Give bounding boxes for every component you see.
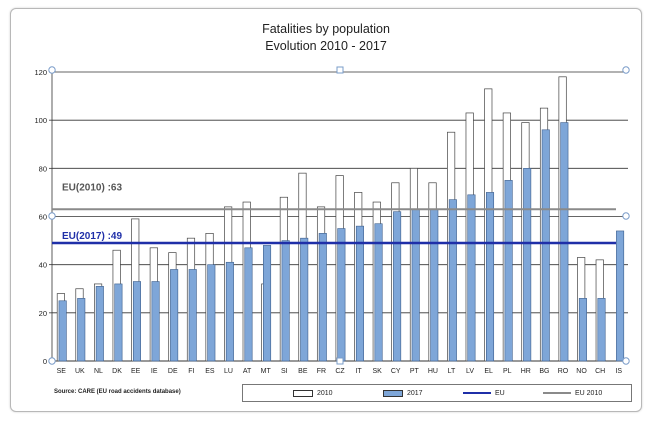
- x-tick-label-PL: PL: [503, 368, 512, 375]
- x-tick-label-SK: SK: [372, 368, 382, 375]
- bar-2017-PT: [411, 208, 420, 362]
- bar-2017-LU: [225, 261, 234, 362]
- selection-handle-0: [48, 66, 56, 74]
- x-tick-label-BG: BG: [539, 368, 549, 375]
- x-tick-label-FR: FR: [317, 368, 326, 375]
- x-tick-label-NL: NL: [94, 368, 103, 375]
- y-tick-label-100: 100: [34, 116, 47, 125]
- bar-2017-HU: [430, 208, 439, 362]
- bar-2017-EL: [486, 192, 495, 362]
- bar-2017-HR: [523, 168, 532, 362]
- selection-handle-3: [48, 212, 56, 220]
- x-tick-label-CZ: CZ: [335, 368, 345, 375]
- x-tick-label-MT: MT: [261, 368, 272, 375]
- x-tick-label-SI: SI: [281, 368, 288, 375]
- legend-item-2017: 2017: [383, 388, 423, 398]
- legend-item-eu: EU: [463, 388, 505, 398]
- bar-2017-PL: [504, 180, 513, 362]
- selection-handle-7: [622, 357, 630, 365]
- x-tick-label-LT: LT: [448, 368, 456, 375]
- bar-2017-CH: [597, 298, 606, 362]
- x-tick-label-HU: HU: [428, 368, 438, 375]
- selection-handle-1: [336, 66, 344, 74]
- x-tick-label-RO: RO: [558, 368, 569, 375]
- x-tick-label-BE: BE: [298, 368, 308, 375]
- bar-2017-NO: [578, 298, 587, 362]
- bar-2017-BE: [300, 237, 309, 362]
- legend-line-eu-2010: [543, 392, 571, 394]
- legend-swatch-2017: [383, 389, 403, 397]
- legend-item-eu-2010: EU 2010: [543, 388, 602, 398]
- bar-2017-CY: [393, 211, 402, 362]
- bar-2017-SI: [281, 240, 290, 362]
- x-tick-label-ES: ES: [205, 368, 215, 375]
- x-tick-label-HR: HR: [521, 368, 531, 375]
- bar-2017-FI: [188, 269, 197, 362]
- x-tick-label-IS: IS: [615, 368, 622, 375]
- x-tick-label-DK: DK: [112, 368, 122, 375]
- selection-handle-5: [48, 357, 56, 365]
- y-tick-label-120: 120: [34, 68, 47, 77]
- y-tick-label-80: 80: [39, 164, 47, 173]
- bar-2017-FR: [318, 233, 327, 362]
- bar-2017-IE: [151, 281, 160, 362]
- x-tick-label-LU: LU: [224, 368, 233, 375]
- x-tick-label-LV: LV: [466, 368, 474, 375]
- y-tick-label-60: 60: [39, 213, 47, 222]
- x-tick-label-PT: PT: [410, 368, 420, 375]
- bar-2017-LT: [448, 199, 457, 362]
- selection-handle-6: [336, 357, 344, 365]
- reference-label-eu: EU(2017) :49: [62, 231, 122, 242]
- bar-2017-EE: [132, 281, 142, 362]
- selection-handle-2: [622, 66, 630, 74]
- x-tick-label-SE: SE: [57, 368, 67, 375]
- legend-line-eu: [463, 392, 491, 394]
- x-tick-label-NO: NO: [576, 368, 587, 375]
- legend-label-2017: 2017: [407, 389, 423, 397]
- y-tick-label-20: 20: [39, 309, 47, 318]
- x-tick-label-FI: FI: [188, 368, 194, 375]
- x-tick-label-EE: EE: [131, 368, 141, 375]
- x-tick-label-EL: EL: [484, 368, 493, 375]
- bar-2017-IT: [355, 225, 364, 362]
- bar-2017-LV: [467, 194, 476, 362]
- bar-2017-NL: [95, 286, 104, 362]
- bar-2017-DK: [114, 283, 123, 362]
- legend-label-2010: 2010: [317, 389, 333, 397]
- bar-2017-SK: [374, 223, 383, 362]
- bar-2017-IS: [616, 230, 625, 362]
- legend-label-eu: EU: [495, 389, 505, 397]
- x-tick-label-CH: CH: [595, 368, 605, 375]
- legend-label-eu-2010: EU 2010: [575, 389, 603, 397]
- selection-handle-4: [622, 212, 630, 220]
- bar-2017-AT: [244, 247, 253, 362]
- legend-item-2010: 2010: [293, 388, 333, 398]
- x-tick-label-DE: DE: [168, 368, 178, 375]
- source-note: Source: CARE (EU road accidents database…: [54, 389, 181, 395]
- x-tick-label-CY: CY: [391, 368, 401, 375]
- bar-2017-BG: [541, 129, 550, 362]
- y-tick-label-40: 40: [39, 261, 47, 270]
- chart-subtitle: Evolution 2010 - 2017: [265, 39, 387, 53]
- x-tick-label-AT: AT: [243, 368, 252, 375]
- x-tick-label-IE: IE: [151, 368, 158, 375]
- y-tick-label-0: 0: [43, 357, 47, 366]
- bar-2017-SE: [58, 300, 67, 362]
- bar-2017-MT: [263, 245, 272, 362]
- bar-2017-DE: [170, 269, 179, 362]
- x-tick-label-UK: UK: [75, 368, 85, 375]
- x-tick-label-IT: IT: [355, 368, 362, 375]
- chart-title: Fatalities by population: [262, 22, 390, 36]
- reference-label-eu-2010: EU(2010) :63: [62, 182, 122, 193]
- bar-2017-CZ: [337, 228, 346, 362]
- bar-2017-UK: [77, 298, 86, 362]
- bar-2017-ES: [207, 264, 216, 362]
- legend-swatch-2010: [293, 389, 313, 397]
- chart-legend: 2010 2017 EU EU 2010: [242, 384, 632, 402]
